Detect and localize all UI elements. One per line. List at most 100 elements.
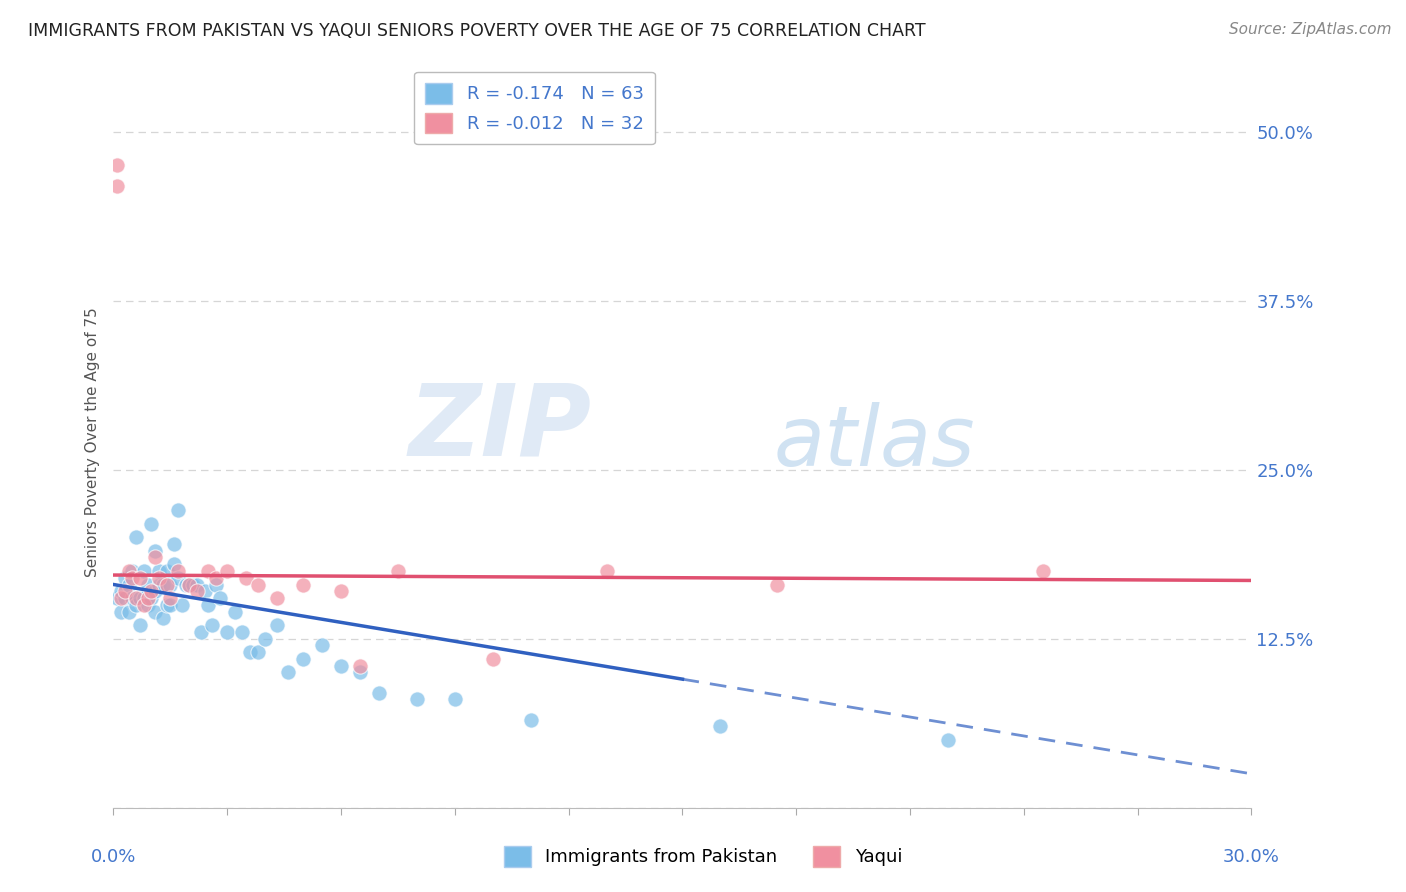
Point [152,611,174,625]
Point [292,652,315,666]
Point [167,503,190,517]
Point [136,598,159,612]
Point [217,564,239,578]
Point [148,571,170,585]
Point [105,591,128,605]
Point [118,564,141,578]
Point [148,577,170,591]
Point [277,665,299,680]
Point [114,591,136,605]
Point [311,638,333,652]
Point [118,605,141,619]
Point [155,598,177,612]
Point [254,632,277,646]
Point [246,577,269,591]
Point [205,577,228,591]
Point [330,584,353,599]
Point [936,733,959,747]
Point [224,605,246,619]
Point [163,537,186,551]
Point [159,591,181,605]
Point [709,719,731,733]
Point [349,665,371,680]
Point [129,591,152,605]
Point [155,577,177,591]
Point [349,658,371,673]
Point [121,571,143,585]
Text: IMMIGRANTS FROM PAKISTAN VS YAQUI SENIORS POVERTY OVER THE AGE OF 75 CORRELATION: IMMIGRANTS FROM PAKISTAN VS YAQUI SENIOR… [28,22,925,40]
Point [125,530,148,544]
Point [167,571,190,585]
Point [1032,564,1054,578]
Point [136,591,159,605]
Point [118,577,141,591]
Point [159,598,181,612]
Point [105,178,128,193]
Point [766,577,789,591]
Point [110,605,132,619]
Point [208,591,231,605]
Point [190,624,212,639]
Point [197,564,219,578]
Point [217,624,239,639]
Point [193,584,215,599]
Point [330,658,353,673]
Text: ZIP: ZIP [408,379,592,476]
Point [235,571,257,585]
Point [201,618,224,632]
Point [231,624,253,639]
Point [181,577,204,591]
Point [292,577,315,591]
Point [197,598,219,612]
Text: 0.0%: 0.0% [91,847,136,866]
Point [167,564,190,578]
Point [519,713,541,727]
Point [595,564,617,578]
Point [143,584,166,599]
Point [114,571,136,585]
Point [121,591,143,605]
Point [125,598,148,612]
Text: atlas: atlas [773,402,976,483]
Y-axis label: Seniors Poverty Over the Age of 75: Seniors Poverty Over the Age of 75 [86,308,100,577]
Point [132,598,155,612]
Legend: R = -0.174   N = 63, R = -0.012   N = 32: R = -0.174 N = 63, R = -0.012 N = 32 [415,72,655,145]
Point [143,543,166,558]
Point [143,550,166,565]
Point [141,584,163,599]
Point [170,598,193,612]
Point [110,591,132,605]
Point [444,692,467,706]
Point [132,591,155,605]
Point [125,591,148,605]
Point [368,686,391,700]
Point [159,577,181,591]
Legend: Immigrants from Pakistan, Yaqui: Immigrants from Pakistan, Yaqui [496,838,910,874]
Point [152,577,174,591]
Point [110,584,132,599]
Text: Source: ZipAtlas.com: Source: ZipAtlas.com [1229,22,1392,37]
Point [129,571,152,585]
Point [174,577,197,591]
Point [155,564,177,578]
Point [132,564,155,578]
Point [141,516,163,531]
Point [205,571,228,585]
Point [239,645,262,659]
Point [163,558,186,572]
Point [266,591,288,605]
Point [246,645,269,659]
Point [406,692,429,706]
Text: 30.0%: 30.0% [1223,847,1279,866]
Point [387,564,409,578]
Point [136,577,159,591]
Point [141,591,163,605]
Point [186,577,208,591]
Point [148,564,170,578]
Point [121,564,143,578]
Point [105,158,128,172]
Point [129,618,152,632]
Point [114,584,136,599]
Point [186,584,208,599]
Point [266,618,288,632]
